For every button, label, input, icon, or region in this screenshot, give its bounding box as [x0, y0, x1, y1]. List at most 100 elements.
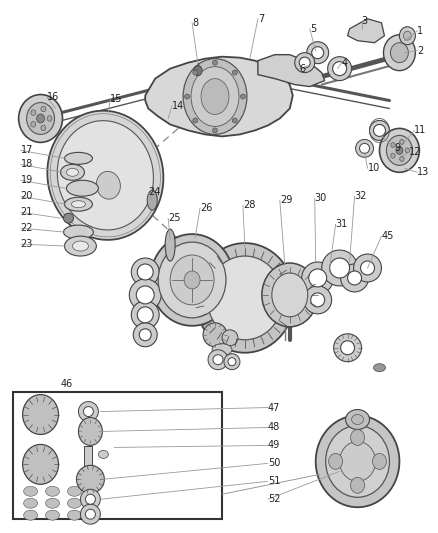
Ellipse shape	[384, 35, 415, 71]
Text: 1: 1	[417, 26, 424, 36]
Ellipse shape	[203, 323, 227, 347]
Ellipse shape	[71, 201, 85, 208]
Text: 28: 28	[243, 200, 255, 210]
Ellipse shape	[391, 143, 395, 148]
Text: 7: 7	[258, 14, 264, 24]
Ellipse shape	[170, 255, 214, 305]
Ellipse shape	[67, 168, 78, 176]
Circle shape	[129, 279, 161, 311]
Polygon shape	[145, 56, 293, 136]
Ellipse shape	[222, 330, 238, 346]
Circle shape	[332, 62, 346, 76]
Circle shape	[312, 47, 324, 59]
Ellipse shape	[67, 498, 81, 508]
Text: 5: 5	[310, 24, 316, 34]
Ellipse shape	[399, 27, 415, 45]
Circle shape	[133, 323, 157, 347]
Text: 47: 47	[268, 402, 280, 413]
Ellipse shape	[147, 190, 157, 210]
Ellipse shape	[191, 67, 239, 126]
Bar	[85, 447, 92, 474]
Ellipse shape	[77, 465, 104, 493]
Text: 50: 50	[268, 458, 280, 469]
Bar	[13, 392, 222, 519]
Text: 10: 10	[367, 163, 380, 173]
Circle shape	[311, 293, 325, 307]
Circle shape	[224, 354, 240, 370]
Ellipse shape	[195, 243, 295, 353]
Ellipse shape	[46, 486, 60, 496]
Circle shape	[83, 407, 93, 416]
Ellipse shape	[240, 94, 245, 99]
Text: 31: 31	[336, 219, 348, 229]
Ellipse shape	[46, 498, 60, 508]
Ellipse shape	[350, 430, 364, 446]
Ellipse shape	[41, 125, 46, 131]
Text: 3: 3	[361, 16, 367, 26]
Text: 30: 30	[314, 193, 327, 203]
Text: 18: 18	[21, 159, 33, 169]
Ellipse shape	[346, 409, 370, 430]
Text: 32: 32	[355, 191, 367, 201]
Ellipse shape	[78, 417, 102, 446]
Circle shape	[228, 358, 236, 366]
Circle shape	[81, 504, 100, 524]
Ellipse shape	[316, 416, 399, 507]
Text: 24: 24	[148, 187, 161, 197]
Text: 6: 6	[300, 63, 306, 74]
Circle shape	[341, 341, 355, 355]
Ellipse shape	[391, 153, 395, 158]
Text: 12: 12	[410, 147, 422, 157]
Circle shape	[302, 262, 334, 294]
Text: 52: 52	[268, 494, 280, 504]
Circle shape	[304, 286, 332, 314]
Ellipse shape	[374, 364, 385, 372]
Circle shape	[356, 140, 374, 157]
Ellipse shape	[232, 70, 237, 75]
Ellipse shape	[23, 445, 59, 484]
Text: 48: 48	[268, 423, 280, 432]
Ellipse shape	[339, 441, 375, 481]
Circle shape	[321, 250, 357, 286]
Ellipse shape	[46, 510, 60, 520]
Text: 49: 49	[268, 440, 280, 450]
Ellipse shape	[390, 43, 408, 63]
Ellipse shape	[165, 229, 175, 261]
Ellipse shape	[57, 120, 153, 230]
Circle shape	[137, 307, 153, 323]
Ellipse shape	[64, 213, 74, 223]
Circle shape	[295, 53, 314, 72]
Ellipse shape	[194, 66, 202, 76]
Ellipse shape	[232, 118, 237, 123]
Circle shape	[131, 258, 159, 286]
Ellipse shape	[386, 135, 413, 165]
Ellipse shape	[207, 256, 283, 340]
Ellipse shape	[212, 60, 218, 65]
Ellipse shape	[99, 450, 108, 458]
Ellipse shape	[47, 111, 163, 240]
Circle shape	[78, 401, 99, 422]
Circle shape	[137, 264, 153, 280]
Text: 9: 9	[395, 143, 401, 154]
Text: 13: 13	[417, 167, 430, 177]
Ellipse shape	[184, 271, 200, 289]
Circle shape	[81, 489, 100, 509]
Text: 23: 23	[21, 239, 33, 249]
Ellipse shape	[150, 234, 234, 326]
Circle shape	[348, 271, 361, 285]
Text: 46: 46	[60, 378, 73, 389]
Ellipse shape	[193, 118, 198, 123]
Circle shape	[136, 286, 154, 304]
Ellipse shape	[193, 70, 198, 75]
Circle shape	[353, 254, 381, 282]
Ellipse shape	[326, 425, 389, 497]
Text: 20: 20	[21, 191, 33, 201]
Circle shape	[328, 56, 352, 80]
Ellipse shape	[47, 116, 52, 122]
Circle shape	[213, 355, 223, 365]
Circle shape	[299, 57, 310, 68]
Circle shape	[334, 334, 361, 362]
Ellipse shape	[31, 122, 36, 127]
Text: 29: 29	[280, 195, 292, 205]
Ellipse shape	[19, 94, 63, 142]
